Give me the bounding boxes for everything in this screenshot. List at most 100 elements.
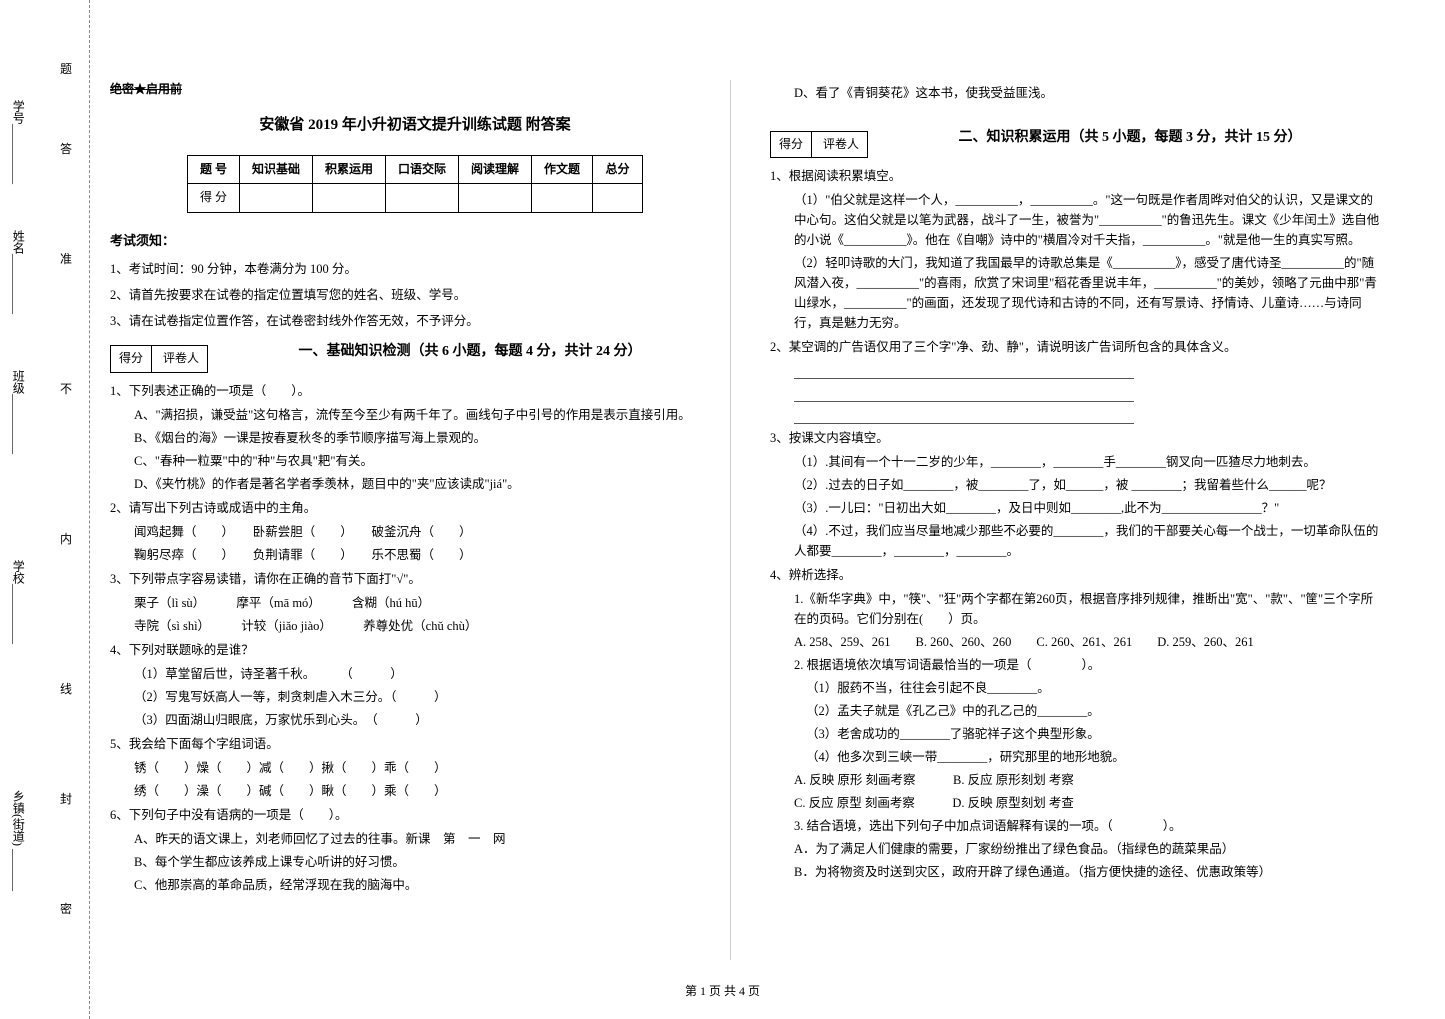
- th: 作文题: [532, 156, 593, 184]
- p2-q1-2: （2）轻叩诗歌的大门，我知道了我国最早的诗歌总集是《__________》，感受…: [794, 253, 1380, 333]
- q2-row: 鞠躬尽瘁（ ） 负荆请罪（ ） 乐不思蜀（ ）: [134, 545, 720, 565]
- p2-q4-2b: （2）孟夫子就是《孔乙己》中的孔乙己的________。: [806, 701, 1380, 721]
- th: 阅读理解: [459, 156, 532, 184]
- scorebox-cell: 评卷人: [815, 132, 867, 157]
- p2-q4-3a: A．为了满足人们健康的需要，厂家纷纷推出了绿色食品。（指绿色的蔬菜果品）: [794, 839, 1380, 859]
- q6-optA: A、昨天的语文课上，刘老师回忆了过去的往事。新课 第 一 网: [134, 829, 720, 849]
- td: [312, 184, 385, 212]
- part1-header: 得分 评卷人 一、基础知识检测（共 6 小题，每题 4 分，共计 24 分）: [110, 337, 720, 376]
- scorebox-cell: 得分: [111, 346, 152, 371]
- q4-row: （1）草堂留后世，诗圣著千秋。 （ ）: [134, 664, 720, 684]
- scorebox-cell: 评卷人: [155, 346, 207, 371]
- q4: 4、下列对联题咏的是谁？: [110, 640, 720, 660]
- q3-row: 寺院（sì shì） 计较（jiǎo jiào） 养尊处优（chǔ chù）: [134, 616, 720, 636]
- page-footer: 第 1 页 共 4 页: [0, 982, 1445, 1001]
- td: [593, 184, 643, 212]
- q3-row: 栗子（lì sù） 摩平（mā mó） 含糊（hú hū）: [134, 593, 720, 613]
- notice-heading: 考试须知：: [110, 231, 720, 252]
- part1-title: 一、基础知识检测（共 6 小题，每题 4 分，共计 24 分）: [220, 341, 720, 363]
- th: 口语交际: [386, 156, 459, 184]
- table-row: 得 分: [187, 184, 642, 212]
- score-box: 得分 评卷人: [770, 131, 868, 158]
- q2-row: 闻鸡起舞（ ） 卧薪尝胆（ ） 破釜沉舟（ ）: [134, 522, 720, 542]
- margin-label-town: 乡镇(街道) _______: [8, 790, 27, 891]
- answer-line: [794, 406, 1134, 424]
- binding-margin: 学号__________ 姓名__________ 班级__________ 学…: [0, 0, 90, 1019]
- q6-optC: C、他那崇高的革命品质，经常浮现在我的脑海中。: [134, 875, 720, 895]
- td: [459, 184, 532, 212]
- answer-line: [794, 383, 1134, 401]
- secret-label: 绝密★启用前: [110, 80, 720, 99]
- p2-q1: 1、根据阅读积累填空。: [770, 166, 1380, 186]
- p2-q4-3: 3. 结合语境，选出下列句子中加点词语解释有误的一项。（ ）。: [794, 816, 1380, 836]
- left-column: 绝密★启用前 安徽省 2019 年小升初语文提升训练试题 附答案 题 号 知识基…: [110, 80, 720, 898]
- th: 知识基础: [239, 156, 312, 184]
- p2-q4-2: 2. 根据语境依次填写词语最恰当的一项是（ ）。: [794, 655, 1380, 675]
- margin-label-name: 姓名__________: [8, 230, 27, 314]
- p2-q3-4: （4）.不过，我们应当尽量地减少那些不必要的________，我们的干部要关心每…: [794, 521, 1380, 561]
- q2: 2、请写出下列古诗或成语中的主角。: [110, 498, 720, 518]
- margin-char: 题: [60, 60, 72, 79]
- p2-q3: 3、按课文内容填空。: [770, 428, 1380, 448]
- notice-item: 1、考试时间：90 分钟，本卷满分为 100 分。: [110, 259, 720, 279]
- score-table: 题 号 知识基础 积累运用 口语交际 阅读理解 作文题 总分 得 分: [187, 155, 643, 212]
- p2-q4: 4、辨析选择。: [770, 565, 1380, 585]
- p2-q4-3b: B．为将物资及时送到灾区，政府开辟了绿色通道。（指方便快捷的途径、优惠政策等）: [794, 862, 1380, 882]
- margin-label-id: 学号__________: [8, 100, 27, 184]
- q1-optC: C、"春种一粒粟"中的"种"与农具"耙"有关。: [134, 451, 720, 471]
- p2-q4-2-opts1: A. 反映 原形 刻画考察 B. 反应 原形刻划 考察: [794, 770, 1380, 790]
- margin-char: 不: [60, 380, 72, 399]
- table-row: 题 号 知识基础 积累运用 口语交际 阅读理解 作文题 总分: [187, 156, 642, 184]
- q6-optD: D、看了《青铜葵花》这本书，使我受益匪浅。: [794, 83, 1380, 103]
- p2-q4-2d: （4）他多次到三峡一带________，研究那里的地形地貌。: [806, 747, 1380, 767]
- td: [532, 184, 593, 212]
- margin-char: 内: [60, 530, 72, 549]
- p2-q4-2-opts2: C. 反应 原型 刻画考察 D. 反映 原型刻划 考查: [794, 793, 1380, 813]
- q6: 6、下列句子中没有语病的一项是（ ）。: [110, 805, 720, 825]
- p2-q3-3: （3）.一儿曰："日初出大如________，及日中则如________,此不为…: [794, 498, 1380, 518]
- q6-optB: B、每个学生都应该养成上课专心听讲的好习惯。: [134, 852, 720, 872]
- q1-optD: D、《夹竹桃》的作者是著名学者季羡林，题目中的"夹"应该读成"jiá"。: [134, 474, 720, 494]
- margin-char: 线: [60, 680, 72, 699]
- th: 总分: [593, 156, 643, 184]
- notice-item: 2、请首先按要求在试卷的指定位置填写您的姓名、班级、学号。: [110, 285, 720, 305]
- part2-title: 二、知识积累运用（共 5 小题，每题 3 分，共计 15 分）: [880, 127, 1380, 149]
- page-content: 绝密★启用前 安徽省 2019 年小升初语文提升训练试题 附答案 题 号 知识基…: [110, 80, 1420, 898]
- th: 题 号: [187, 156, 239, 184]
- notice-item: 3、请在试卷指定位置作答，在试卷密封线外作答无效，不予评分。: [110, 311, 720, 331]
- q4-row: （2）写鬼写妖高人一等，刺贪刺虐入木三分。（ ）: [134, 687, 720, 707]
- p2-q4-2c: （3）老舍成功的________了骆驼祥子这个典型形象。: [806, 724, 1380, 744]
- margin-label-class: 班级__________: [8, 370, 27, 454]
- margin-char: 密: [60, 900, 72, 919]
- q1: 1、下列表述正确的一项是（ ）。: [110, 381, 720, 401]
- q1-optA: A、"满招损，谦受益"这句格言，流传至今至少有两千年了。画线句子中引号的作用是表…: [134, 405, 720, 425]
- p2-q4-1: 1.《新华字典》中，"筷"、"狂"两个字都在第260页，根据音序排列规律，推断出…: [794, 589, 1380, 629]
- p2-q3-1: （1）.其间有一个十一二岁的少年，________，________手_____…: [794, 452, 1380, 472]
- part2-header: 得分 评卷人 二、知识积累运用（共 5 小题，每题 3 分，共计 15 分）: [770, 123, 1380, 162]
- th: 积累运用: [312, 156, 385, 184]
- margin-char: 准: [60, 250, 72, 269]
- p2-q3-2: （2）.过去的日子如________，被________了，如______，被 …: [794, 475, 1380, 495]
- td: [386, 184, 459, 212]
- p2-q2: 2、某空调的广告语仅用了三个字"净、劲、静"，请说明该广告词所包含的具体含义。: [770, 337, 1380, 357]
- p2-q4-2a: （1）服药不当，往往会引起不良________。: [806, 678, 1380, 698]
- margin-char: 答: [60, 140, 72, 159]
- q3: 3、下列带点字容易读错，请你在正确的音节下面打"√"。: [110, 569, 720, 589]
- p2-q4-1-opts: A. 258、259、261 B. 260、260、260 C. 260、261…: [794, 632, 1380, 652]
- scorebox-cell: 得分: [771, 132, 812, 157]
- td: 得 分: [187, 184, 239, 212]
- margin-char: 封: [60, 790, 72, 809]
- q5-row: 绣（ ）澡（ ）碱（ ）瞅（ ）乘（ ）: [134, 781, 720, 801]
- answer-line: [794, 361, 1134, 379]
- td: [239, 184, 312, 212]
- q5-row: 锈（ ）燥（ ）减（ ）揪（ ）乖（ ）: [134, 758, 720, 778]
- q4-row: （3）四面湖山归眼底，万家忧乐到心头。 （ ）: [134, 710, 720, 730]
- notice-block: 1、考试时间：90 分钟，本卷满分为 100 分。 2、请首先按要求在试卷的指定…: [110, 259, 720, 331]
- p2-q1-1: （1）"伯父就是这样一个人，__________，__________。"这一句…: [794, 190, 1380, 250]
- right-column: D、看了《青铜葵花》这本书，使我受益匪浅。 得分 评卷人 二、知识积累运用（共 …: [770, 80, 1380, 898]
- q1-optB: B、《烟台的海》一课是按春夏秋冬的季节顺序描写海上景观的。: [134, 428, 720, 448]
- margin-label-school: 学校__________: [8, 560, 27, 644]
- exam-title: 安徽省 2019 年小升初语文提升训练试题 附答案: [110, 113, 720, 137]
- score-box: 得分 评卷人: [110, 345, 208, 372]
- q5: 5、我会给下面每个字组词语。: [110, 734, 720, 754]
